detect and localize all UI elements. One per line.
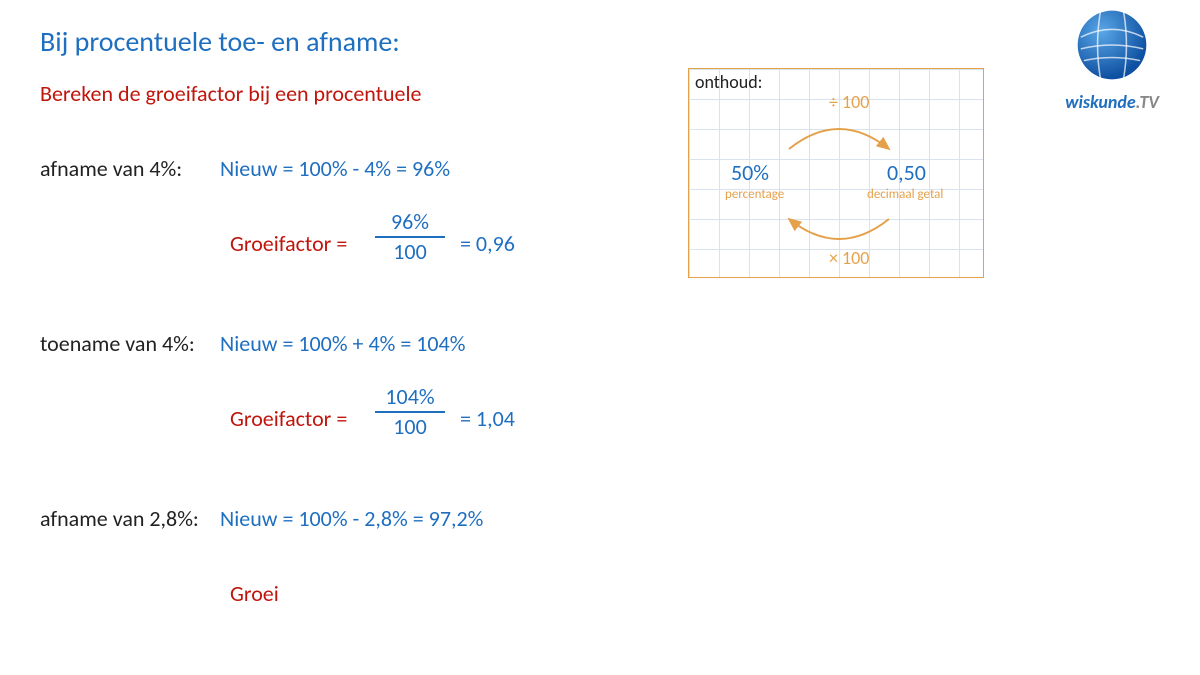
row1-frac-bottom: 100: [393, 240, 426, 264]
row2-frac-bottom: 100: [393, 415, 426, 439]
row3-partial: Groei: [230, 580, 279, 607]
row2-result: = 1,04: [460, 405, 515, 432]
row2-frac-top: 104%: [385, 385, 434, 409]
conversion-arrows-icon: [689, 69, 983, 277]
row2-fraction: 104% 100: [375, 385, 445, 439]
row1-gf-label: Groeifactor =: [230, 230, 347, 257]
row1-result: = 0,96: [460, 230, 515, 257]
logo: wiskunde.TV: [1042, 6, 1182, 113]
logo-text: wiskunde.TV: [1042, 91, 1182, 113]
row2-nieuw: Nieuw = 100% + 4% = 104%: [220, 330, 465, 357]
page-title: Bij procentuele toe- en afname:: [40, 24, 400, 59]
remember-box: onthoud: ÷ 100 × 100 50% percentage 0,50…: [688, 68, 984, 278]
row1-frac-top: 96%: [391, 210, 429, 234]
row2-label: toename van 4%:: [40, 330, 195, 357]
row1-nieuw: Nieuw = 100% - 4% = 96%: [220, 155, 450, 182]
row1-fraction: 96% 100: [375, 210, 445, 264]
row3-nieuw: Nieuw = 100% - 2,8% = 97,2%: [220, 505, 483, 532]
row1-label: afname van 4%:: [40, 155, 182, 182]
row3-label: afname van 2,8%:: [40, 505, 199, 532]
logo-brand1: wiskunde: [1065, 91, 1136, 113]
logo-brand2: .TV: [1136, 91, 1159, 113]
row2-gf-label: Groeifactor =: [230, 405, 347, 432]
page-subtitle: Bereken de groeifactor bij een procentue…: [40, 80, 422, 107]
globe-icon: [1073, 6, 1151, 84]
